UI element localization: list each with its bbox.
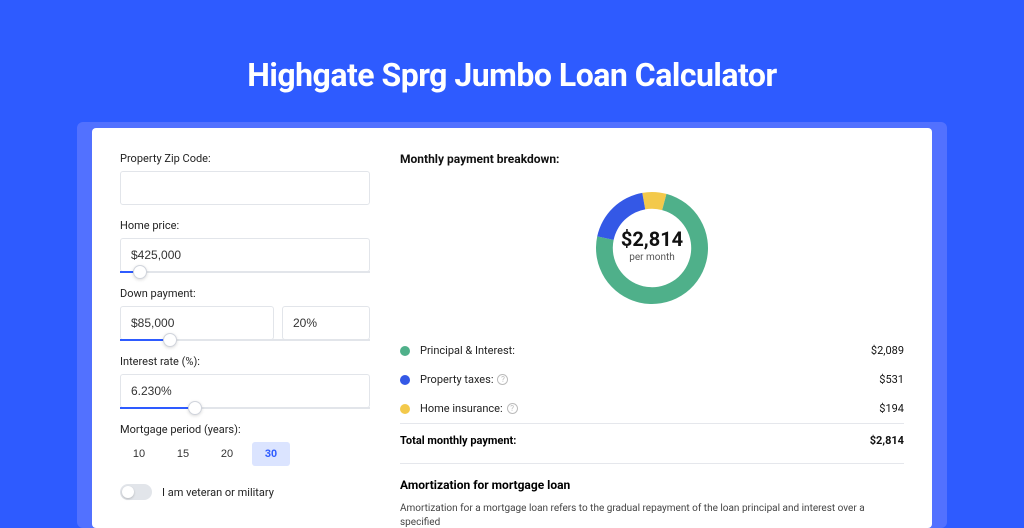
- legend-value: $194: [879, 402, 904, 415]
- amortization-title: Amortization for mortgage loan: [400, 478, 904, 492]
- legend-value: $2,089: [871, 344, 904, 357]
- slider-thumb[interactable]: [188, 401, 202, 415]
- donut-center-sub: per month: [629, 252, 675, 263]
- amortization-text: Amortization for a mortgage loan refers …: [400, 502, 904, 528]
- breakdown-column: Monthly payment breakdown: $2,814per mon…: [400, 152, 904, 528]
- veteran-toggle[interactable]: [120, 484, 152, 500]
- legend-dot: [400, 346, 410, 356]
- home-price-field: Home price:: [120, 219, 370, 273]
- home-price-input[interactable]: [120, 238, 370, 272]
- amortization-section: Amortization for mortgage loan Amortizat…: [400, 463, 904, 528]
- info-icon[interactable]: ?: [507, 403, 518, 414]
- total-row: Total monthly payment: $2,814: [400, 423, 904, 457]
- page-title: Highgate Sprg Jumbo Loan Calculator: [0, 56, 1024, 94]
- toggle-knob: [122, 486, 134, 498]
- period-btn-10[interactable]: 10: [120, 442, 158, 466]
- slider-thumb[interactable]: [133, 265, 147, 279]
- calculator-card: Property Zip Code: Home price: Down paym…: [92, 128, 932, 528]
- down-payment-label: Down payment:: [120, 287, 370, 300]
- legend-value: $531: [879, 373, 904, 386]
- zip-label: Property Zip Code:: [120, 152, 370, 165]
- interest-rate-field: Interest rate (%):: [120, 355, 370, 409]
- legend-row: Principal & Interest:$2,089: [400, 336, 904, 365]
- donut-center-amount: $2,814: [621, 227, 683, 251]
- card-shadow: Property Zip Code: Home price: Down paym…: [77, 122, 947, 528]
- veteran-row: I am veteran or military: [120, 484, 370, 500]
- total-label: Total monthly payment:: [400, 434, 870, 447]
- legend-label: Principal & Interest:: [420, 344, 871, 357]
- legend-row: Property taxes:?$531: [400, 365, 904, 394]
- legend-dot: [400, 375, 410, 385]
- form-column: Property Zip Code: Home price: Down paym…: [120, 152, 370, 528]
- down-payment-amount-input[interactable]: [120, 306, 274, 340]
- period-btn-30[interactable]: 30: [252, 442, 290, 466]
- down-payment-pct-input[interactable]: [282, 306, 370, 340]
- interest-rate-input[interactable]: [120, 374, 370, 408]
- legend-dot: [400, 404, 410, 414]
- legend-row: Home insurance:?$194: [400, 394, 904, 423]
- period-label: Mortgage period (years):: [120, 423, 370, 436]
- legend-label: Home insurance:?: [420, 402, 879, 415]
- interest-rate-label: Interest rate (%):: [120, 355, 370, 368]
- interest-rate-slider[interactable]: [120, 407, 370, 409]
- legend-label: Property taxes:?: [420, 373, 879, 386]
- total-value: $2,814: [870, 434, 904, 447]
- info-icon[interactable]: ?: [497, 374, 508, 385]
- period-btn-20[interactable]: 20: [208, 442, 246, 466]
- home-price-slider[interactable]: [120, 271, 370, 273]
- period-field: Mortgage period (years): 10152030: [120, 423, 370, 466]
- donut-chart: $2,814per month: [400, 178, 904, 318]
- zip-input[interactable]: [120, 171, 370, 205]
- period-btn-15[interactable]: 15: [164, 442, 202, 466]
- down-payment-slider[interactable]: [120, 339, 370, 341]
- home-price-label: Home price:: [120, 219, 370, 232]
- down-payment-field: Down payment:: [120, 287, 370, 341]
- veteran-label: I am veteran or military: [162, 486, 274, 499]
- slider-thumb[interactable]: [163, 333, 177, 347]
- zip-field: Property Zip Code:: [120, 152, 370, 205]
- breakdown-title: Monthly payment breakdown:: [400, 152, 904, 166]
